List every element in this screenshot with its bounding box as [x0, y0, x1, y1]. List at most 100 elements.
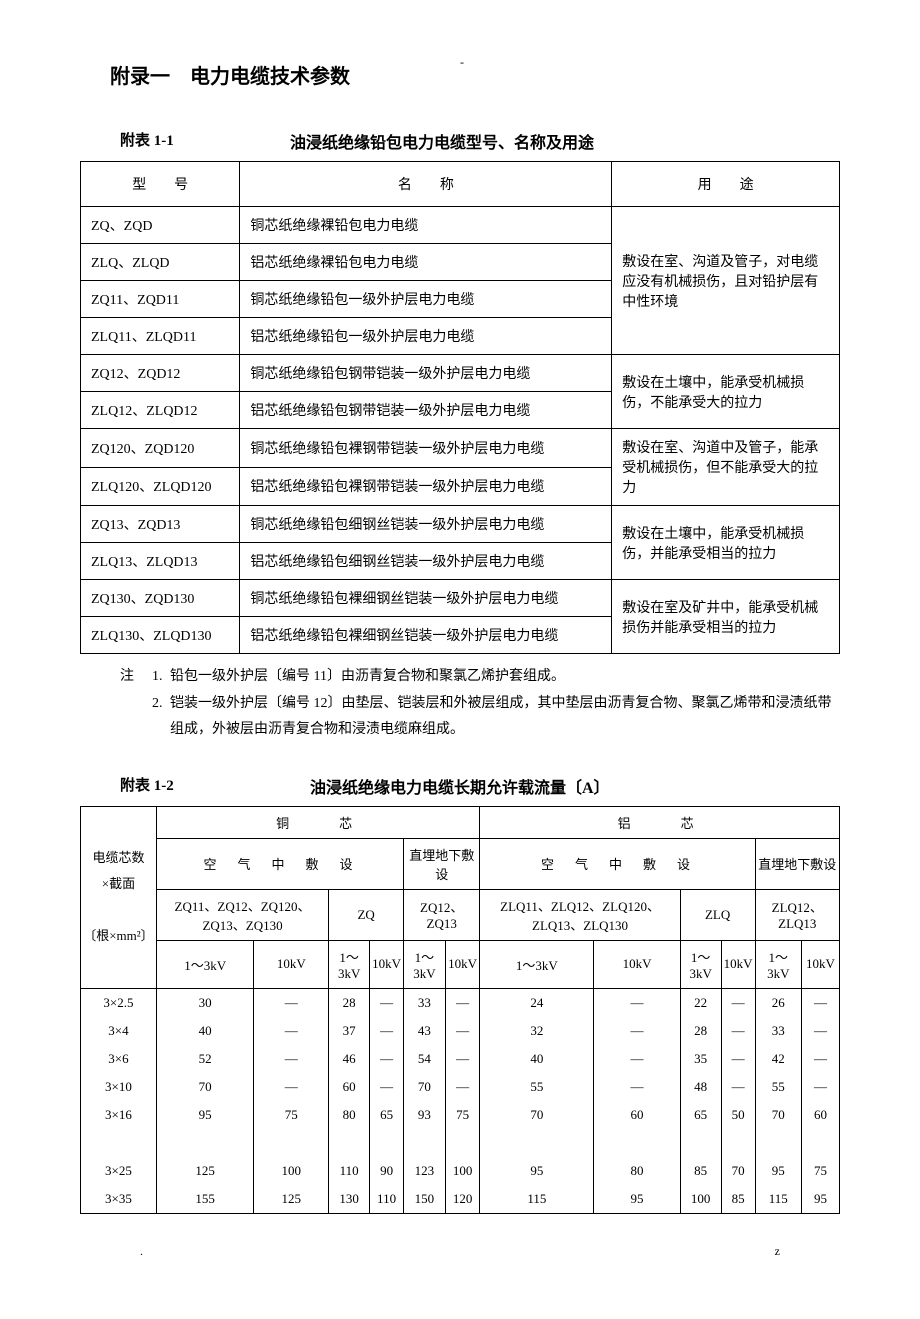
cell-use: 敷设在土壤中，能承受机械损伤，并能承受相当的拉力: [612, 506, 840, 580]
cell-value: —: [721, 1045, 755, 1073]
cell-value: 95: [156, 1101, 254, 1129]
t2-rowhead: 电缆芯数 ×截面 〔根×mm²〕: [81, 806, 157, 988]
table-row: ZQ13、ZQD13 铜芯纸绝缘铅包细钢丝铠装一级外护层电力电缆 敷设在土壤中，…: [81, 506, 840, 543]
cell-name: 铝芯纸绝缘铅包细钢丝铠装一级外护层电力电缆: [240, 543, 612, 580]
cell-value: 40: [156, 1017, 254, 1045]
cell-size: 3×2.5: [81, 988, 157, 1017]
cell-value: 93: [404, 1101, 446, 1129]
t2-cu-buried: 直埋地下敷设: [404, 838, 480, 889]
cell-name: 铝芯纸绝缘铅包裸钢带铠装一级外护层电力电缆: [240, 467, 612, 506]
cell-value: —: [594, 1017, 680, 1045]
notes-label: 注: [120, 664, 152, 691]
t2-volt: 1～3kV: [755, 940, 801, 988]
cell-name: 铝芯纸绝缘铅包钢带铠装一级外护层电力电缆: [240, 392, 612, 429]
t2-al-air-zlq: ZLQ: [680, 889, 755, 940]
cell-value: 46: [329, 1045, 370, 1073]
cell-value: —: [594, 1073, 680, 1101]
table-row: ZQ12、ZQD12 铜芯纸绝缘铅包钢带铠装一级外护层电力电缆 敷设在土壤中，能…: [81, 355, 840, 392]
cell-name: 铜芯纸绝缘铅包一级外护层电力电缆: [240, 281, 612, 318]
table-row: ZQ120、ZQD120 铜芯纸绝缘铅包裸钢带铠装一级外护层电力电缆 敷设在室、…: [81, 429, 840, 468]
cell-value: 95: [480, 1157, 594, 1185]
cell-model: ZQ120、ZQD120: [81, 429, 240, 468]
cell-value: 60: [594, 1101, 680, 1129]
cell-value: 48: [680, 1073, 721, 1101]
cell-value: 95: [802, 1185, 840, 1214]
cell-value: [721, 1129, 755, 1157]
t2-volt: 10kV: [254, 940, 329, 988]
table1-th-model: 型 号: [81, 162, 240, 207]
table2-caption: 油浸纸绝缘电力电缆长期允许载流量〔A〕: [280, 774, 840, 798]
cell-value: 75: [254, 1101, 329, 1129]
cell-model: ZLQ130、ZLQD130: [81, 617, 240, 654]
cell-value: [445, 1129, 480, 1157]
cell-value: 33: [404, 988, 446, 1017]
cell-name: 铜芯纸绝缘铅包裸钢带铠装一级外护层电力电缆: [240, 429, 612, 468]
cell-value: —: [254, 1073, 329, 1101]
cell-value: 100: [680, 1185, 721, 1214]
cell-name: 铝芯纸绝缘铅包裸细钢丝铠装一级外护层电力电缆: [240, 617, 612, 654]
cell-value: 60: [329, 1073, 370, 1101]
table2-header: 附表 1-2 油浸纸绝缘电力电缆长期允许载流量〔A〕: [80, 774, 840, 798]
cell-size: 3×6: [81, 1045, 157, 1073]
cell-value: —: [254, 988, 329, 1017]
cell-value: 32: [480, 1017, 594, 1045]
cell-value: 40: [480, 1045, 594, 1073]
cell-value: —: [370, 1073, 404, 1101]
cell-value: 30: [156, 988, 254, 1017]
cell-value: 90: [370, 1157, 404, 1185]
cell-value: 115: [755, 1185, 801, 1214]
footer-left: .: [140, 1244, 143, 1259]
t2-volt: 10kV: [445, 940, 480, 988]
cell-value: 26: [755, 988, 801, 1017]
table-row: 3×440—37—43—32—28—33—: [81, 1017, 840, 1045]
cell-size: [81, 1129, 157, 1157]
cell-value: 70: [480, 1101, 594, 1129]
cell-value: 150: [404, 1185, 446, 1214]
t2-head-row1: 电缆芯数 ×截面 〔根×mm²〕 铜 芯 铝 芯: [81, 806, 840, 838]
cell-value: —: [594, 988, 680, 1017]
table-row: 3×652—46—54—40—35—42—: [81, 1045, 840, 1073]
cell-value: —: [802, 1045, 840, 1073]
table1: 型 号 名 称 用 途 ZQ、ZQD 铜芯纸绝缘裸铅包电力电缆 敷设在室、沟道及…: [80, 161, 840, 654]
cell-value: —: [254, 1017, 329, 1045]
cell-name: 铜芯纸绝缘裸铅包电力电缆: [240, 207, 612, 244]
t2-volt: 1～3kV: [404, 940, 446, 988]
footer: . z: [80, 1244, 840, 1259]
cell-value: 43: [404, 1017, 446, 1045]
t2-head-row4: 1～3kV 10kV 1～3kV 10kV 1～3kV 10kV 1～3kV 1…: [81, 940, 840, 988]
cell-model: ZQ11、ZQD11: [81, 281, 240, 318]
cell-value: 42: [755, 1045, 801, 1073]
cell-use: 敷设在土壤中，能承受机械损伤，不能承受大的拉力: [612, 355, 840, 429]
cell-value: —: [370, 1045, 404, 1073]
t2-volt: 1～3kV: [680, 940, 721, 988]
cell-value: 24: [480, 988, 594, 1017]
cell-value: 33: [755, 1017, 801, 1045]
cell-value: —: [445, 1073, 480, 1101]
t2-copper: 铜 芯: [156, 806, 479, 838]
cell-value: 80: [594, 1157, 680, 1185]
t2-cu-air-models: ZQ11、ZQ12、ZQ120、ZQ13、ZQ130: [156, 889, 328, 940]
cell-value: 125: [156, 1157, 254, 1185]
t2-body: 3×2.530—28—33—24—22—26—3×440—37—43—32—28…: [81, 988, 840, 1213]
table1-caption: 油浸纸绝缘铅包电力电缆型号、名称及用途: [280, 129, 840, 153]
table1-notes: 注 1. 铅包一级外护层〔编号 11〕由沥青复合物和聚氯乙烯护套组成。 2. 铠…: [80, 664, 840, 744]
table-row: 3×2.530—28—33—24—22—26—: [81, 988, 840, 1017]
t2-volt: 10kV: [721, 940, 755, 988]
top-mark: -: [460, 55, 464, 70]
cell-value: 28: [329, 988, 370, 1017]
cell-model: ZLQ11、ZLQD11: [81, 318, 240, 355]
t2-volt: 1～3kV: [480, 940, 594, 988]
cell-name: 铜芯纸绝缘铅包裸细钢丝铠装一级外护层电力电缆: [240, 580, 612, 617]
table-row: 3×2512510011090123100958085709575: [81, 1157, 840, 1185]
cell-value: 35: [680, 1045, 721, 1073]
table1-header: 附表 1-1 油浸纸绝缘铅包电力电缆型号、名称及用途: [80, 129, 840, 153]
cell-use: 敷设在室、沟道中及管子，能承受机械损伤，但不能承受大的拉力: [612, 429, 840, 506]
t2-volt: 10kV: [802, 940, 840, 988]
cell-value: 123: [404, 1157, 446, 1185]
cell-size: 3×25: [81, 1157, 157, 1185]
cell-value: —: [445, 988, 480, 1017]
cell-value: 130: [329, 1185, 370, 1214]
note-text: 铠装一级外护层〔编号 12〕由垫层、铠装层和外被层组成，其中垫层由沥青复合物、聚…: [170, 691, 840, 744]
cell-model: ZQ13、ZQD13: [81, 506, 240, 543]
cell-value: [254, 1129, 329, 1157]
